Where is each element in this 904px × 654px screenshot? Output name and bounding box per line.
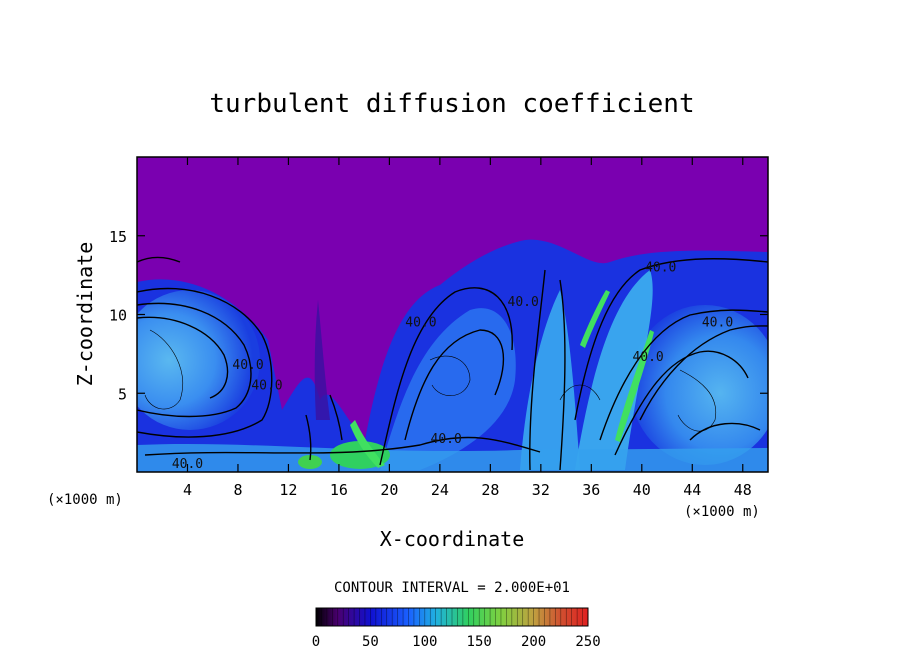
x-tick-label: 12 xyxy=(279,481,297,499)
contour-label: 40.0 xyxy=(232,358,263,373)
y-axis: 5 10 15 xyxy=(109,228,768,403)
contour-interval-label: CONTOUR INTERVAL = 2.000E+01 xyxy=(334,580,570,596)
x-tick-label: 4 xyxy=(183,481,192,499)
x-tick-label: 48 xyxy=(734,481,752,499)
x-tick-label: 16 xyxy=(330,481,348,499)
contour-label: 40.0 xyxy=(405,315,436,330)
contour-labels: 40.040.040.040.040.040.040.040.040.0 xyxy=(172,260,733,472)
x-tick-label: 32 xyxy=(532,481,550,499)
colorbar: 0 50 100 150 200 250 xyxy=(312,607,601,650)
colorbar-stripes xyxy=(321,608,583,626)
colorbar-tick-label: 250 xyxy=(575,634,600,650)
x-tick-label: 24 xyxy=(431,481,449,499)
x-tick-label: 8 xyxy=(233,481,242,499)
contour-label: 40.0 xyxy=(702,315,733,330)
colorbar-tick-label: 50 xyxy=(362,634,379,650)
x-tick-label: 40 xyxy=(633,481,651,499)
x-tick-label: 20 xyxy=(380,481,398,499)
colorbar-tick-label: 100 xyxy=(412,634,437,650)
contour-label: 40.0 xyxy=(431,432,462,447)
colorbar-tick-label: 200 xyxy=(521,634,546,650)
y-tick-label: 5 xyxy=(118,385,127,403)
y-tick-label: 10 xyxy=(109,307,127,325)
x-tick-label: 44 xyxy=(683,481,701,499)
colorbar-tick-label: 0 xyxy=(312,634,320,650)
chart-title: turbulent diffusion coefficient xyxy=(209,89,694,119)
y-tick-label: 15 xyxy=(109,228,127,246)
x-tick-label: 36 xyxy=(582,481,600,499)
x-unit-label-right: (×1000 m) xyxy=(684,504,760,520)
x-axis: 4 8 12 16 20 24 28 32 36 40 44 48 xyxy=(183,157,752,499)
contour-label: 40.0 xyxy=(508,295,539,310)
colorbar-ticks: 0 50 100 150 200 250 xyxy=(312,634,601,650)
contour-label: 40.0 xyxy=(632,350,663,365)
x-tick-label: 28 xyxy=(481,481,499,499)
y-axis-title: Z-coordinate xyxy=(73,242,97,387)
colorbar-tick-label: 150 xyxy=(467,634,492,650)
x-axis-title: X-coordinate xyxy=(380,527,525,551)
heatmap-field xyxy=(137,157,768,472)
contour-label: 40.0 xyxy=(251,378,282,393)
x-unit-label-left: (×1000 m) xyxy=(47,492,123,508)
contour-label: 40.0 xyxy=(645,260,676,275)
